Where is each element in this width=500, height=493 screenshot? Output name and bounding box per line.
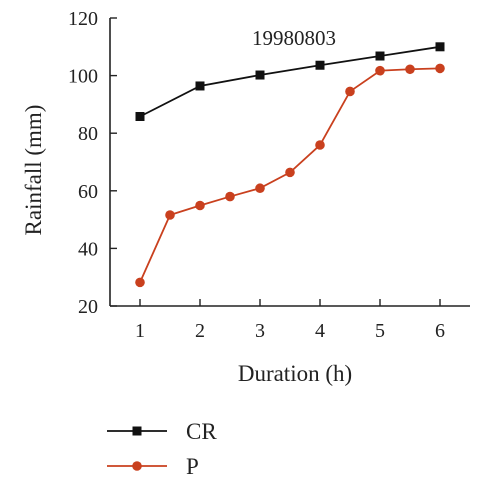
- data-point: [315, 140, 325, 150]
- series-p: [135, 63, 445, 288]
- legend: CR P: [107, 419, 217, 479]
- series-line: [139, 45, 441, 118]
- legend-item-p: P: [107, 454, 199, 479]
- y-tick-label: 20: [78, 296, 98, 318]
- data-point: [225, 191, 235, 202]
- x-axis-title: Duration (h): [238, 361, 352, 386]
- data-point: [195, 81, 205, 91]
- data-point: [375, 65, 385, 76]
- x-tick-label: 6: [435, 320, 445, 342]
- chart-title: 19980803: [252, 26, 336, 50]
- x-tick-label: 4: [315, 320, 325, 342]
- data-point: [255, 70, 265, 80]
- y-axis-title: Rainfall (mm): [21, 105, 46, 236]
- x-tick-label: 2: [195, 320, 205, 342]
- data-point: [165, 210, 175, 220]
- y-tick-label: 80: [78, 123, 98, 145]
- data-point: [375, 51, 385, 61]
- data-point: [135, 111, 145, 121]
- y-tick-label: 120: [68, 8, 98, 30]
- axes: 20 40 60 80 100 120 1 2 3 4 5 6: [68, 8, 470, 342]
- x-tick-label: 1: [135, 320, 145, 342]
- legend-marker: [132, 461, 142, 471]
- legend-item-cr: CR: [107, 419, 217, 444]
- y-tick-label: 60: [78, 181, 98, 203]
- data-point: [315, 60, 325, 70]
- y-tick-label: 100: [68, 66, 98, 88]
- data-point: [405, 64, 415, 75]
- series-cr: [135, 42, 445, 121]
- y-tick-label: 40: [78, 238, 98, 260]
- data-point: [285, 167, 295, 178]
- data-point: [195, 200, 205, 211]
- x-tick-label: 5: [375, 320, 385, 342]
- legend-label: CR: [186, 419, 217, 444]
- series-layer: [135, 42, 445, 288]
- data-point: [345, 86, 355, 97]
- data-point: [435, 42, 445, 52]
- x-tick-label: 3: [255, 320, 265, 342]
- data-point: [135, 277, 145, 288]
- data-point: [435, 63, 445, 74]
- legend-label: P: [186, 454, 199, 479]
- data-point: [255, 183, 265, 194]
- legend-marker: [132, 426, 142, 436]
